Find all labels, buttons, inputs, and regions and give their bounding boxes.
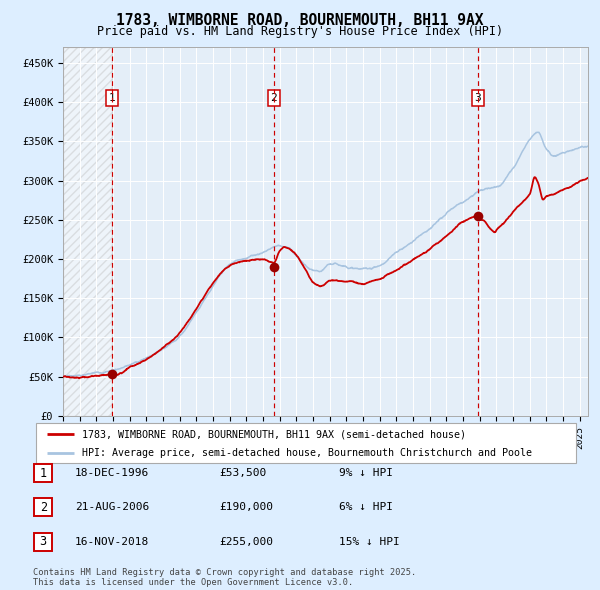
- Text: £53,500: £53,500: [219, 468, 266, 478]
- Text: 2: 2: [270, 93, 277, 103]
- Text: 21-AUG-2006: 21-AUG-2006: [75, 503, 149, 512]
- Text: 2: 2: [40, 501, 47, 514]
- Text: 16-NOV-2018: 16-NOV-2018: [75, 537, 149, 546]
- Text: 1783, WIMBORNE ROAD, BOURNEMOUTH, BH11 9AX: 1783, WIMBORNE ROAD, BOURNEMOUTH, BH11 9…: [116, 13, 484, 28]
- Text: Price paid vs. HM Land Registry's House Price Index (HPI): Price paid vs. HM Land Registry's House …: [97, 25, 503, 38]
- FancyBboxPatch shape: [34, 499, 52, 516]
- Text: 3: 3: [474, 93, 481, 103]
- Text: 15% ↓ HPI: 15% ↓ HPI: [339, 537, 400, 546]
- FancyBboxPatch shape: [36, 423, 576, 463]
- Text: Contains HM Land Registry data © Crown copyright and database right 2025.
This d: Contains HM Land Registry data © Crown c…: [33, 568, 416, 587]
- Text: 1: 1: [40, 467, 47, 480]
- Text: HPI: Average price, semi-detached house, Bournemouth Christchurch and Poole: HPI: Average price, semi-detached house,…: [82, 448, 532, 458]
- Text: £255,000: £255,000: [219, 537, 273, 546]
- Text: 18-DEC-1996: 18-DEC-1996: [75, 468, 149, 478]
- Text: £190,000: £190,000: [219, 503, 273, 512]
- Text: 3: 3: [40, 535, 47, 548]
- Text: 9% ↓ HPI: 9% ↓ HPI: [339, 468, 393, 478]
- Text: 1: 1: [109, 93, 116, 103]
- Text: 1783, WIMBORNE ROAD, BOURNEMOUTH, BH11 9AX (semi-detached house): 1783, WIMBORNE ROAD, BOURNEMOUTH, BH11 9…: [82, 430, 466, 440]
- Text: 6% ↓ HPI: 6% ↓ HPI: [339, 503, 393, 512]
- FancyBboxPatch shape: [34, 464, 52, 482]
- Bar: [63, 47, 112, 416]
- FancyBboxPatch shape: [34, 533, 52, 550]
